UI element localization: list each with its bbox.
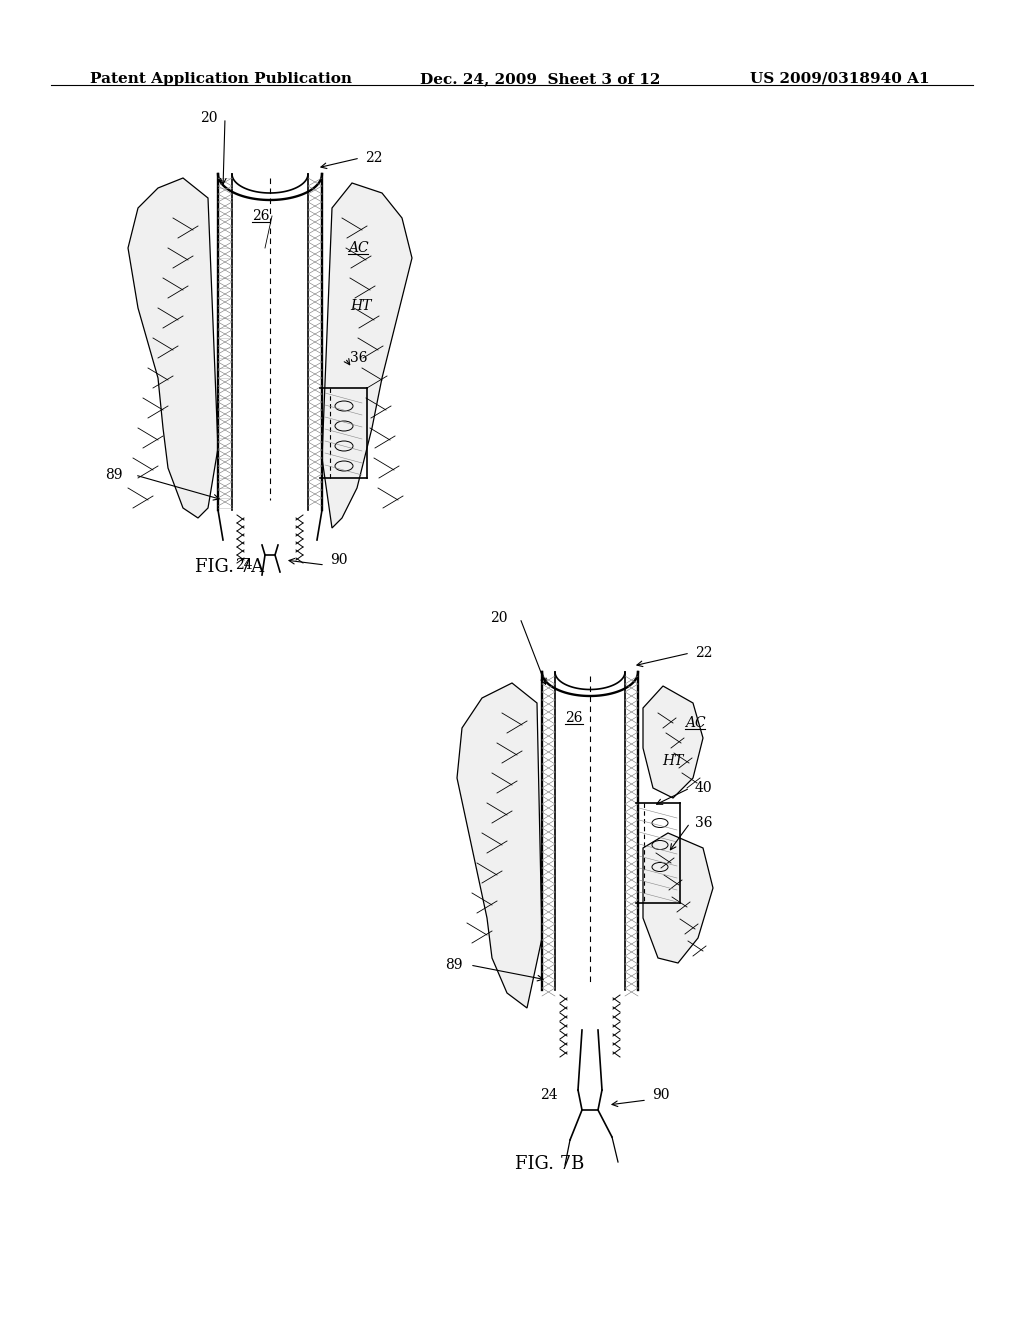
Text: 26: 26 [565, 711, 583, 725]
Text: HT: HT [350, 300, 372, 313]
Text: 89: 89 [105, 469, 123, 482]
Text: 20: 20 [200, 111, 217, 125]
Text: AC: AC [685, 715, 706, 730]
Text: US 2009/0318940 A1: US 2009/0318940 A1 [750, 73, 930, 86]
Text: AC: AC [348, 242, 369, 255]
Text: HT: HT [662, 754, 683, 768]
Polygon shape [643, 833, 713, 964]
Text: 24: 24 [234, 558, 253, 572]
Text: 90: 90 [330, 553, 347, 568]
Text: 36: 36 [695, 816, 713, 830]
Text: 20: 20 [490, 611, 508, 624]
Text: 22: 22 [365, 150, 383, 165]
Text: 26: 26 [252, 209, 269, 223]
Text: 89: 89 [445, 958, 463, 972]
Text: FIG. 7B: FIG. 7B [515, 1155, 585, 1173]
Text: 40: 40 [695, 781, 713, 795]
Text: Patent Application Publication: Patent Application Publication [90, 73, 352, 86]
Text: Dec. 24, 2009  Sheet 3 of 12: Dec. 24, 2009 Sheet 3 of 12 [420, 73, 660, 86]
Text: 22: 22 [695, 645, 713, 660]
Text: 24: 24 [540, 1088, 558, 1102]
Polygon shape [128, 178, 218, 517]
Text: 36: 36 [350, 351, 368, 366]
Polygon shape [457, 682, 542, 1008]
Text: FIG. 7A: FIG. 7A [195, 558, 264, 576]
Text: 90: 90 [652, 1088, 670, 1102]
Polygon shape [322, 183, 412, 528]
Polygon shape [643, 686, 703, 799]
